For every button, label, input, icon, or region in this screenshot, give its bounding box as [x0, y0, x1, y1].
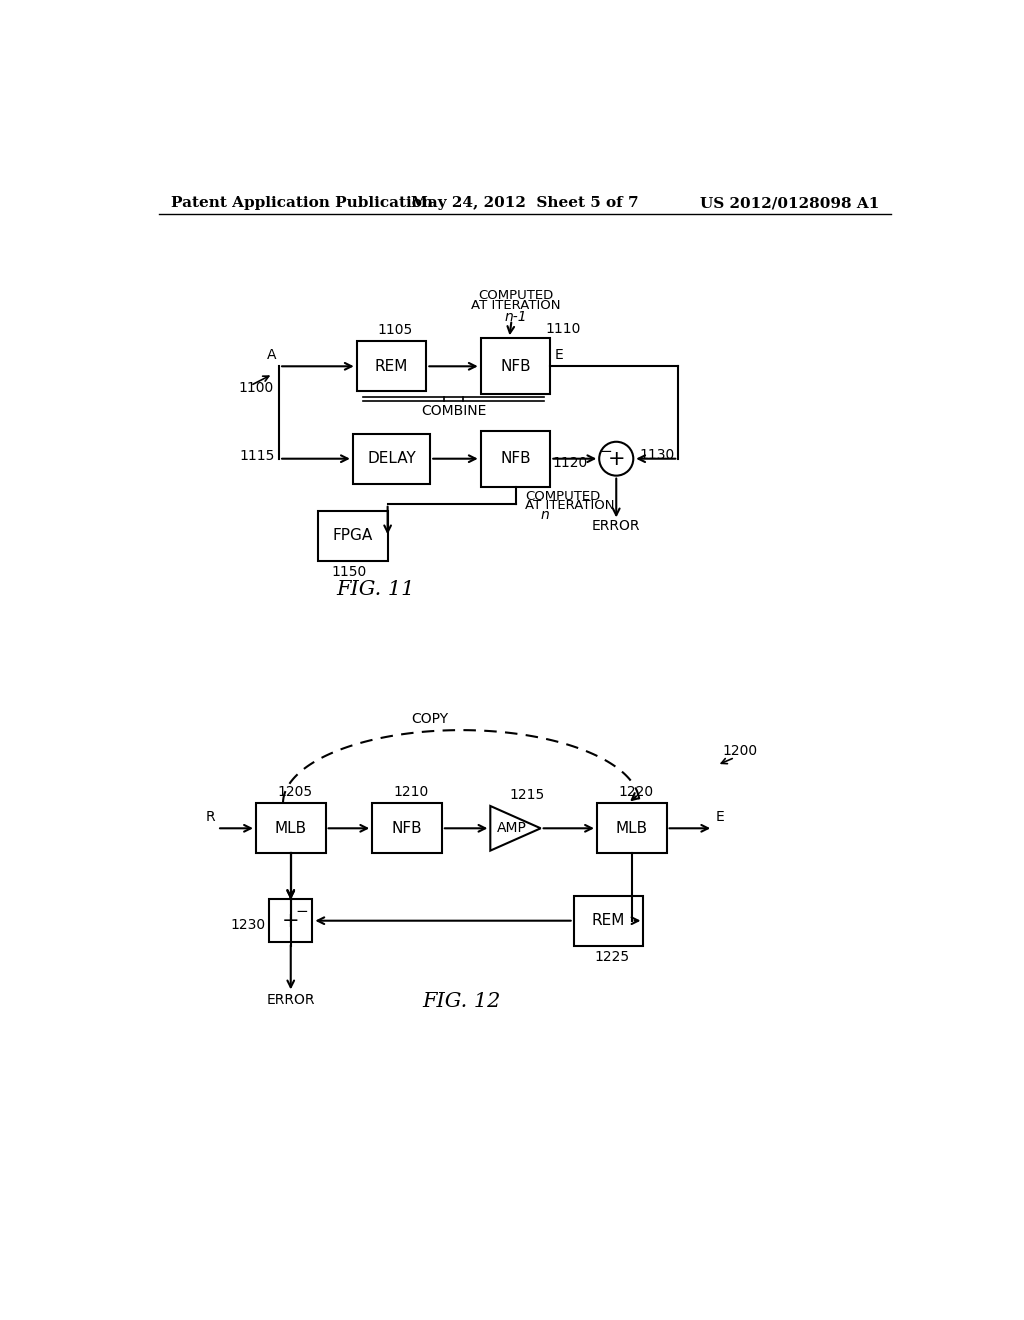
Text: NFB: NFB: [500, 359, 530, 374]
Text: ERROR: ERROR: [592, 520, 640, 533]
Text: 1205: 1205: [278, 785, 312, 800]
Text: COPY: COPY: [412, 711, 449, 726]
Text: 1150: 1150: [331, 565, 367, 578]
Bar: [480, 430, 550, 487]
Text: REM: REM: [592, 913, 626, 928]
Text: E: E: [716, 810, 724, 825]
Text: 1200: 1200: [723, 744, 758, 758]
Text: 1110: 1110: [545, 322, 581, 337]
Text: 1100: 1100: [239, 381, 274, 395]
Text: REM: REM: [375, 359, 409, 374]
Text: 1210: 1210: [393, 785, 428, 800]
Text: +: +: [282, 911, 300, 931]
Text: 1115: 1115: [240, 449, 275, 463]
Bar: [480, 338, 550, 395]
Text: 1130: 1130: [640, 447, 675, 462]
Text: May 24, 2012  Sheet 5 of 7: May 24, 2012 Sheet 5 of 7: [411, 197, 639, 210]
Text: NFB: NFB: [392, 821, 422, 836]
Text: A: A: [267, 347, 276, 362]
Text: +: +: [607, 449, 625, 469]
Text: n: n: [541, 507, 549, 521]
Bar: [597, 804, 667, 853]
Text: COMPUTED: COMPUTED: [478, 289, 553, 301]
Text: AT ITERATION: AT ITERATION: [471, 298, 560, 312]
Bar: [573, 896, 643, 945]
Text: 1215: 1215: [510, 788, 545, 803]
Text: −: −: [599, 445, 611, 459]
Text: ERROR: ERROR: [266, 993, 315, 1007]
Text: MLB: MLB: [274, 821, 307, 836]
Text: 1230: 1230: [230, 917, 265, 932]
Bar: [317, 511, 388, 561]
Text: US 2012/0128098 A1: US 2012/0128098 A1: [700, 197, 880, 210]
Text: R: R: [205, 810, 215, 825]
Text: COMBINE: COMBINE: [421, 404, 486, 417]
Text: 1105: 1105: [378, 323, 413, 338]
Text: MLB: MLB: [615, 821, 648, 836]
Text: n-1: n-1: [504, 310, 526, 323]
Bar: [269, 899, 312, 942]
Text: AT ITERATION: AT ITERATION: [524, 499, 614, 512]
Text: COMPUTED: COMPUTED: [524, 490, 600, 503]
Text: 1225: 1225: [595, 949, 630, 964]
Text: AMP: AMP: [497, 821, 526, 836]
Text: 1220: 1220: [618, 785, 653, 800]
Text: NFB: NFB: [500, 451, 530, 466]
Bar: [356, 342, 426, 391]
Text: FPGA: FPGA: [333, 528, 373, 544]
Bar: [372, 804, 442, 853]
Bar: [352, 434, 430, 483]
Text: FIG. 11: FIG. 11: [337, 579, 415, 599]
Text: E: E: [555, 348, 564, 363]
Bar: [256, 804, 326, 853]
Text: Patent Application Publication: Patent Application Publication: [171, 197, 432, 210]
Text: DELAY: DELAY: [368, 451, 416, 466]
Text: −: −: [295, 904, 308, 919]
Text: FIG. 12: FIG. 12: [422, 993, 501, 1011]
Text: 1120: 1120: [553, 457, 588, 470]
